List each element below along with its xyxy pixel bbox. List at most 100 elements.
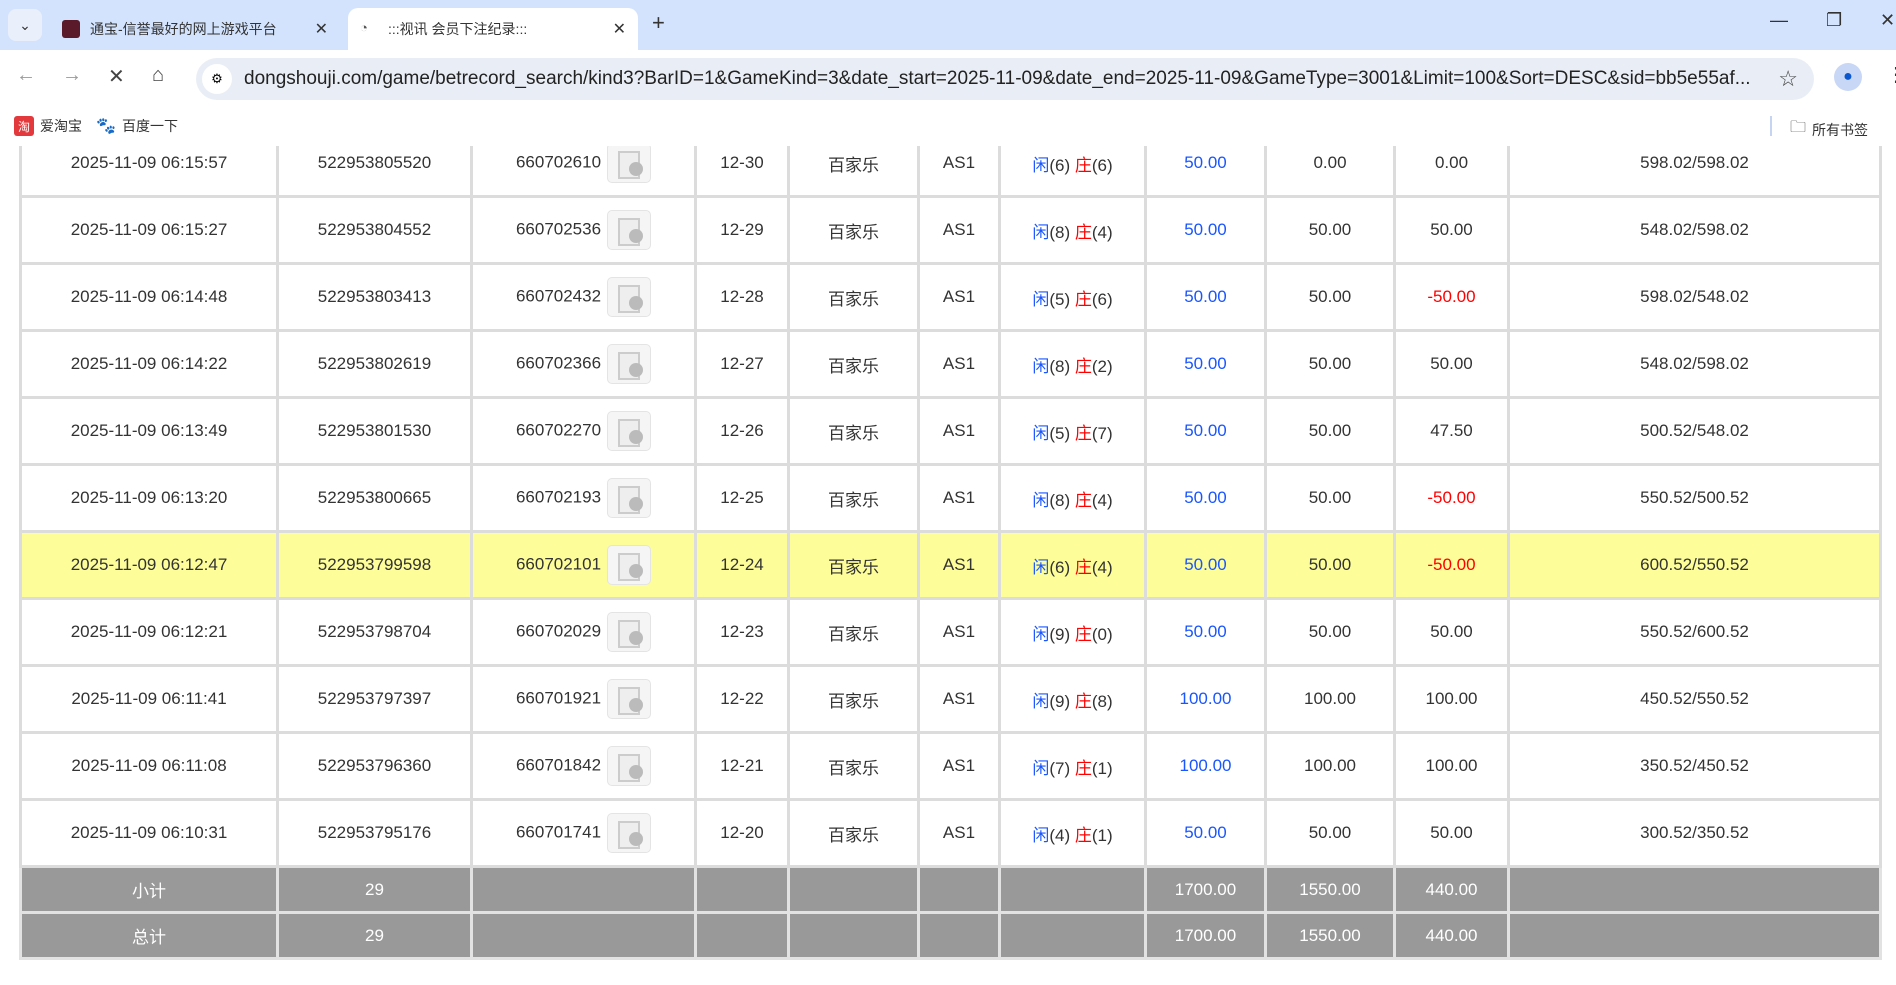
valid-amount: 50.00 xyxy=(1264,195,1396,265)
round-number: 660702193 xyxy=(515,487,602,507)
player-points: 8 xyxy=(1055,490,1065,510)
player-label: 闲 xyxy=(1032,624,1050,644)
video-replay-icon[interactable] xyxy=(607,746,652,786)
player-points: 6 xyxy=(1055,557,1065,577)
bookmarks-bar: 淘 爱淘宝 🐾 百度一下 🗀 所有书签 xyxy=(0,106,1896,146)
round-id: 660702193 xyxy=(470,463,697,533)
summary-win: 440.00 xyxy=(1393,865,1510,914)
bet-time: 2025-11-09 06:14:22 xyxy=(19,329,279,399)
table-row: 2025-11-09 06:11:08 522953796360 660701842… xyxy=(19,731,1882,801)
table-code: AS1 xyxy=(917,262,1001,332)
forward-icon[interactable]: → xyxy=(62,64,82,86)
table-row: 2025-11-09 06:12:47 522953799598 660702101… xyxy=(19,530,1882,600)
banker-label: 庄 xyxy=(1074,691,1092,711)
video-replay-icon[interactable] xyxy=(607,344,652,384)
bet-amount: 50.00 xyxy=(1144,195,1267,265)
shoe-hand: 12-30 xyxy=(694,146,790,198)
banker-points: 4 xyxy=(1097,490,1107,510)
bet-id: 522953805520 xyxy=(276,146,473,198)
summary-count: 29 xyxy=(276,911,473,960)
stop-loading-icon[interactable]: ✕ xyxy=(108,66,125,88)
video-replay-icon[interactable] xyxy=(607,612,652,652)
empty-cell xyxy=(1507,911,1882,960)
home-icon[interactable]: ⌂ xyxy=(152,64,165,86)
shoe-hand: 12-21 xyxy=(694,731,790,801)
banker-label: 庄 xyxy=(1074,289,1092,309)
bookmark-baidu[interactable]: 🐾 百度一下 xyxy=(96,116,178,136)
win-loss: 50.00 xyxy=(1393,329,1510,399)
banker-label: 庄 xyxy=(1074,557,1092,577)
page-content: 2025-11-09 06:15:57 522953805520 660702610… xyxy=(0,146,1896,985)
banker-points: 1 xyxy=(1097,825,1107,845)
tab-title: :::视讯 会员下注纪录::: xyxy=(388,21,528,37)
round-id: 660701921 xyxy=(470,664,697,734)
video-replay-icon[interactable] xyxy=(607,210,652,250)
site-info-icon[interactable]: ⚙ xyxy=(202,64,232,94)
result: 闲(6) 庄(4) xyxy=(998,530,1147,600)
video-replay-icon[interactable] xyxy=(607,411,652,451)
bet-id: 522953804552 xyxy=(276,195,473,265)
round-id: 660702029 xyxy=(470,597,697,667)
bet-id: 522953798704 xyxy=(276,597,473,667)
banker-points: 1 xyxy=(1097,758,1107,778)
video-replay-icon[interactable] xyxy=(607,146,652,183)
bet-time: 2025-11-09 06:15:57 xyxy=(19,146,279,198)
win-loss: 100.00 xyxy=(1393,731,1510,801)
game-name: 百家乐 xyxy=(787,396,920,466)
url-text[interactable]: dongshouji.com/game/betrecord_search/kin… xyxy=(244,68,1751,89)
table-code: AS1 xyxy=(917,396,1001,466)
new-tab-button[interactable]: + xyxy=(652,10,665,35)
minimize-icon[interactable]: — xyxy=(1770,10,1788,30)
bet-amount: 50.00 xyxy=(1144,146,1267,198)
tab-search-button[interactable]: ⌄ xyxy=(8,9,42,41)
address-bar[interactable]: ⚙ dongshouji.com/game/betrecord_search/k… xyxy=(196,58,1814,100)
all-bookmarks-button[interactable]: 🗀 所有书签 xyxy=(1790,116,1868,143)
bet-time: 2025-11-09 06:11:41 xyxy=(19,664,279,734)
player-points: 7 xyxy=(1055,758,1065,778)
all-bookmarks-label: 所有书签 xyxy=(1812,121,1869,138)
tab-inactive[interactable]: 通宝-信誉最好的网上游戏平台 ✕ xyxy=(50,8,340,50)
table-row: 2025-11-09 06:10:31 522953795176 660701741… xyxy=(19,798,1882,868)
profile-icon[interactable]: ● xyxy=(1834,63,1862,91)
result: 闲(6) 庄(6) xyxy=(998,146,1147,198)
video-replay-icon[interactable] xyxy=(607,679,652,719)
video-replay-icon[interactable] xyxy=(607,478,652,518)
menu-icon[interactable]: ⋮ xyxy=(1886,64,1896,86)
balance: 450.52/550.52 xyxy=(1507,664,1882,734)
close-tab-icon[interactable]: ✕ xyxy=(612,21,626,38)
game-name: 百家乐 xyxy=(787,530,920,600)
player-label: 闲 xyxy=(1032,691,1050,711)
shoe-hand: 12-24 xyxy=(694,530,790,600)
table-row: 2025-11-09 06:14:22 522953802619 660702366… xyxy=(19,329,1882,399)
player-label: 闲 xyxy=(1032,490,1050,510)
game-name: 百家乐 xyxy=(787,798,920,868)
table-code: AS1 xyxy=(917,195,1001,265)
close-window-icon[interactable]: ✕ xyxy=(1880,10,1896,30)
valid-amount: 50.00 xyxy=(1264,396,1396,466)
empty-cell xyxy=(998,865,1147,914)
bookmark-aitaobao[interactable]: 淘 爱淘宝 xyxy=(14,116,82,136)
result: 闲(5) 庄(7) xyxy=(998,396,1147,466)
shoe-hand: 12-23 xyxy=(694,597,790,667)
close-tab-icon[interactable]: ✕ xyxy=(314,21,328,38)
result: 闲(5) 庄(6) xyxy=(998,262,1147,332)
bookmark-star-icon[interactable]: ☆ xyxy=(1778,66,1798,91)
valid-amount: 50.00 xyxy=(1264,597,1396,667)
player-label: 闲 xyxy=(1032,155,1050,175)
empty-cell xyxy=(694,865,790,914)
taobao-icon: 淘 xyxy=(14,116,34,136)
restore-icon[interactable]: ❐ xyxy=(1826,10,1843,30)
video-replay-icon[interactable] xyxy=(607,277,652,317)
video-replay-icon[interactable] xyxy=(607,813,652,853)
table-row: 2025-11-09 06:15:57 522953805520 660702610… xyxy=(19,146,1882,198)
shoe-hand: 12-25 xyxy=(694,463,790,533)
back-icon[interactable]: ← xyxy=(16,64,36,86)
bet-time: 2025-11-09 06:13:20 xyxy=(19,463,279,533)
win-loss: -50.00 xyxy=(1393,530,1510,600)
bet-time: 2025-11-09 06:13:49 xyxy=(19,396,279,466)
table-row: 2025-11-09 06:13:49 522953801530 660702270… xyxy=(19,396,1882,466)
table-row: 2025-11-09 06:12:21 522953798704 660702029… xyxy=(19,597,1882,667)
win-loss: -50.00 xyxy=(1393,463,1510,533)
tab-active[interactable]: ◔ :::视讯 会员下注纪录::: ✕ xyxy=(348,8,638,50)
video-replay-icon[interactable] xyxy=(607,545,652,585)
